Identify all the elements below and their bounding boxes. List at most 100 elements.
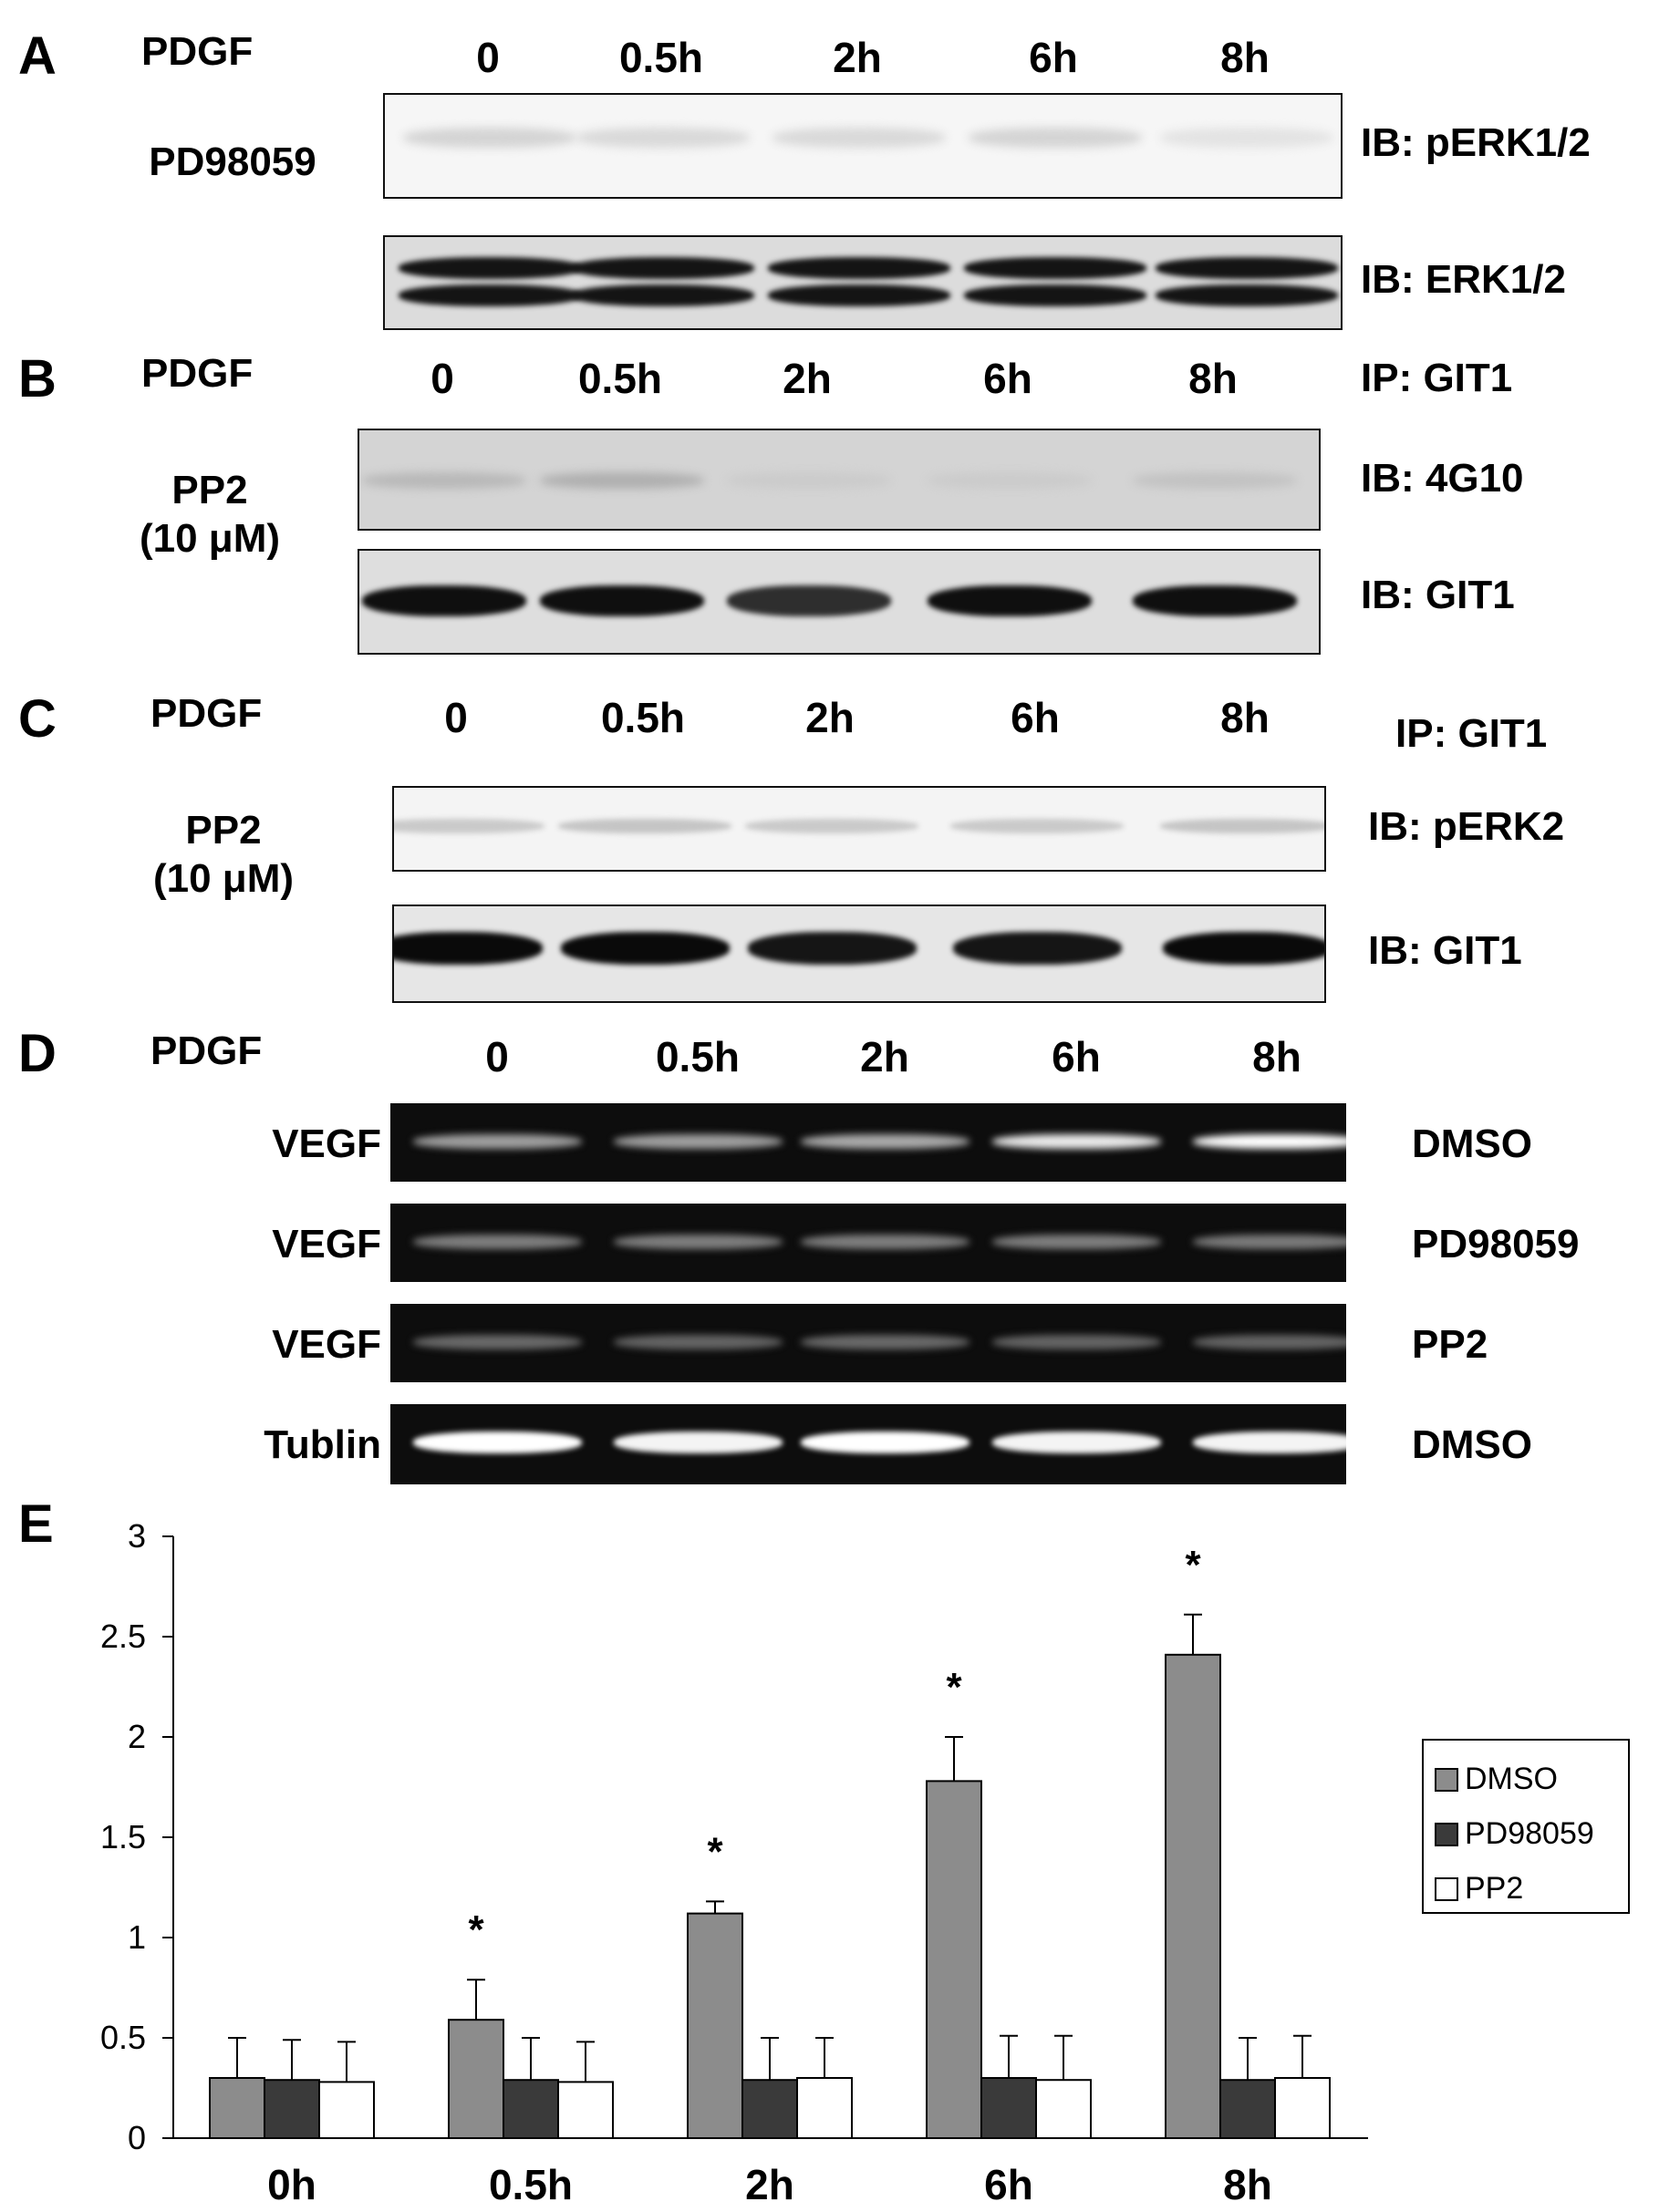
erk-band (399, 284, 581, 306)
panel-a-lane-label: 2h (833, 34, 882, 81)
4g10-band (362, 472, 526, 489)
panel-b-inhibitor-conc: (10 μM) (139, 515, 281, 561)
y-tick-label: 2.5 (100, 1618, 146, 1655)
panel-d-treatment-label: PDGF (150, 1028, 263, 1073)
erk-band (1156, 284, 1338, 306)
panel-d-row-right-label: DMSO (1412, 1422, 1532, 1467)
bar-dmso (448, 2019, 504, 2139)
legend-label: PP2 (1465, 1871, 1523, 1906)
perk2-band (745, 819, 918, 833)
panel-d-row-left-label: VEGF (272, 1122, 381, 1166)
git1-band (560, 932, 730, 965)
erk-band (964, 284, 1146, 306)
bar-pd98059 (980, 2077, 1037, 2139)
perk2-band (558, 819, 731, 833)
pcr-band (1192, 1335, 1346, 1349)
panel-b-ib-4g10-label: IB: 4G10 (1361, 456, 1524, 501)
4g10-band (1133, 472, 1297, 489)
panel-c-lane-label: 8h (1220, 694, 1270, 741)
pcr-band (613, 1235, 783, 1249)
panel-a-lane-label: 0 (476, 34, 500, 81)
4g10-band (727, 472, 891, 489)
bar-pp2 (318, 2081, 375, 2139)
y-tick-label: 3 (128, 1517, 146, 1555)
panel-d-lane-label: 2h (860, 1033, 909, 1080)
panel-d-row-left-label: Tublin (264, 1422, 381, 1467)
panel-b-ib-git1-label: IB: GIT1 (1361, 573, 1515, 617)
panel-b-ip-label: IP: GIT1 (1361, 356, 1513, 400)
panel-c-inhibitor-conc: (10 μM) (152, 855, 295, 901)
panel-d-gel-strip (390, 1103, 1346, 1182)
erk-band (768, 257, 950, 279)
significance-star: * (468, 1907, 484, 1952)
erk-band (1156, 257, 1338, 279)
panel-c-inhibitor-name: PP2 (185, 808, 262, 853)
panel-b-lane-label: 2h (783, 355, 832, 402)
git1-band (1162, 932, 1324, 965)
bar-dmso (687, 1912, 743, 2140)
x-tick-label: 0.5h (489, 2161, 573, 2208)
legend-label: DMSO (1465, 1762, 1558, 1796)
pcr-band (412, 1432, 582, 1453)
panel-c-blot-perk2 (392, 786, 1326, 872)
panel-d-row-right-label: PD98059 (1412, 1222, 1580, 1266)
perk-band (576, 128, 750, 148)
significance-star: * (1185, 1543, 1201, 1587)
erk-band (768, 284, 950, 306)
x-tick-label: 2h (745, 2161, 794, 2208)
panel-a-lane-label: 0.5h (618, 34, 704, 81)
legend-swatch (1435, 1823, 1458, 1846)
bar-pd98059 (264, 2079, 320, 2139)
panel-a-ib-erk-label: IB: ERK1/2 (1361, 257, 1566, 302)
y-tick-label: 1.5 (100, 1818, 146, 1855)
y-tick-label: 2 (128, 1718, 146, 1755)
pcr-band (613, 1432, 783, 1453)
panel-c-lane-label: 0.5h (600, 694, 686, 741)
perk2-band (394, 819, 544, 833)
bar-dmso (1165, 1653, 1221, 2140)
git1-band (540, 585, 704, 616)
perk-band (772, 128, 946, 148)
panel-d-row-left-label: VEGF (272, 1222, 381, 1266)
pcr-band (1192, 1432, 1346, 1453)
panel-b-lane-label: 0.5h (577, 355, 663, 402)
significance-star: * (946, 1665, 962, 1710)
panel-d-lane-label: 6h (1052, 1033, 1101, 1080)
erk-band (964, 257, 1146, 279)
pcr-band (412, 1335, 582, 1349)
git1-band (727, 585, 891, 616)
significance-star: * (707, 1829, 723, 1874)
y-tick-label: 1 (128, 1918, 146, 1956)
perk2-band (1160, 819, 1324, 833)
panel-b-blot-4g10 (358, 429, 1321, 531)
git1-band (394, 932, 543, 965)
legend-label: PD98059 (1465, 1816, 1594, 1851)
panel-b-inhibitor-name: PP2 (171, 468, 248, 512)
panel-c-lane-label: 0 (444, 694, 468, 741)
panel-a-blot-erk (383, 235, 1343, 330)
y-tick-label: 0.5 (100, 2019, 146, 2056)
4g10-band (540, 472, 704, 489)
panel-c-ib-perk2-label: IB: pERK2 (1368, 804, 1565, 849)
panel-d-gel-strip (390, 1304, 1346, 1382)
erk-band (399, 257, 581, 279)
x-tick-label: 6h (984, 2161, 1033, 2208)
panel-c-letter: C (18, 689, 57, 749)
panel-b-treatment-label: PDGF (141, 351, 254, 396)
panel-d-row-left-label: VEGF (272, 1322, 381, 1367)
pcr-band (800, 1432, 969, 1453)
perk-band (969, 128, 1142, 148)
pcr-band (800, 1235, 969, 1249)
git1-band (952, 932, 1122, 965)
bar-pd98059 (503, 2079, 559, 2139)
bar-pp2 (1035, 2079, 1092, 2139)
panel-b-lane-label: 8h (1188, 355, 1238, 402)
pcr-band (412, 1235, 582, 1249)
panel-b-blot-git1 (358, 549, 1321, 655)
panel-a-letter: A (18, 26, 57, 86)
bar-dmso (209, 2077, 265, 2139)
git1-band (362, 585, 526, 616)
panel-c-ib-git1-label: IB: GIT1 (1368, 928, 1522, 973)
panel-c-blot-git1 (392, 904, 1326, 1003)
